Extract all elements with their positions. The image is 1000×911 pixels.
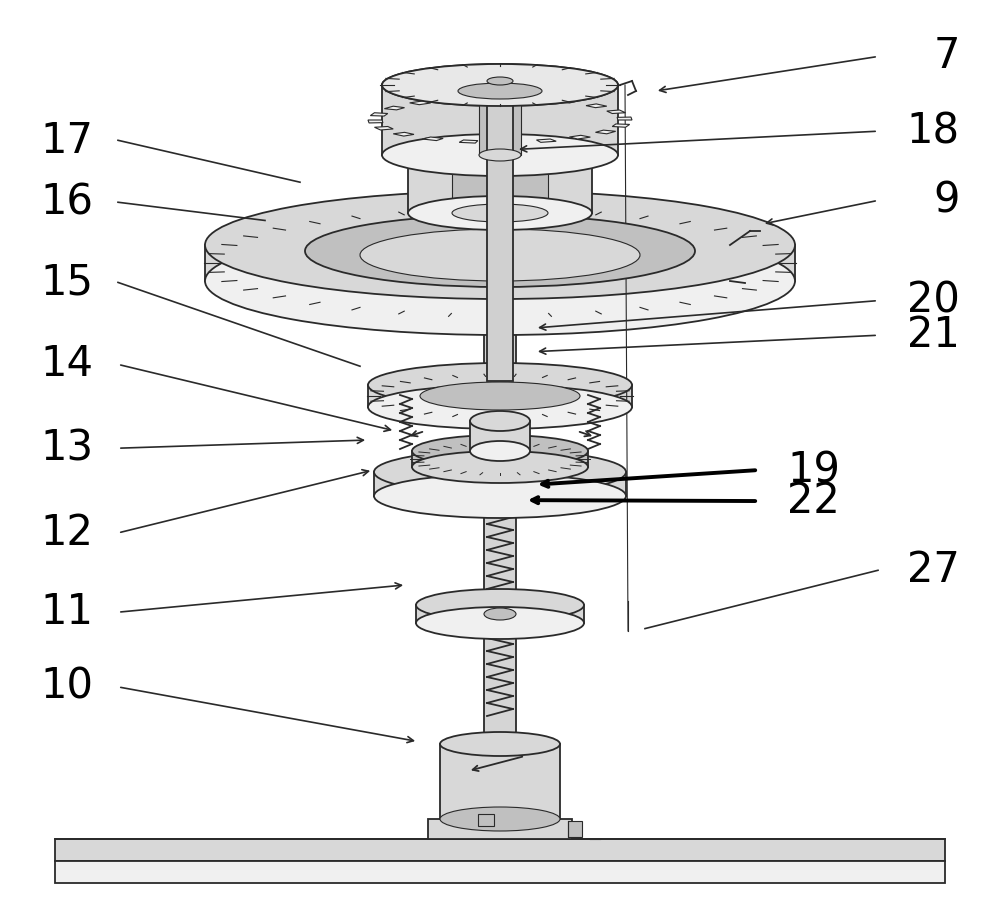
Polygon shape bbox=[569, 136, 590, 139]
Ellipse shape bbox=[470, 411, 530, 431]
Bar bbox=[487, 81, 513, 381]
Ellipse shape bbox=[360, 229, 640, 281]
Polygon shape bbox=[536, 139, 556, 142]
Ellipse shape bbox=[440, 732, 560, 756]
Ellipse shape bbox=[487, 77, 513, 85]
Bar bbox=[205, 245, 795, 281]
Ellipse shape bbox=[205, 227, 795, 335]
Ellipse shape bbox=[470, 441, 530, 461]
Ellipse shape bbox=[205, 191, 795, 299]
Ellipse shape bbox=[368, 385, 632, 429]
Ellipse shape bbox=[458, 83, 542, 99]
Bar bbox=[55, 839, 945, 861]
Polygon shape bbox=[483, 97, 500, 99]
Polygon shape bbox=[607, 110, 626, 114]
Ellipse shape bbox=[420, 382, 580, 410]
Polygon shape bbox=[522, 97, 541, 100]
Ellipse shape bbox=[374, 450, 626, 494]
Bar bbox=[55, 861, 945, 883]
Ellipse shape bbox=[374, 474, 626, 518]
Ellipse shape bbox=[484, 608, 516, 620]
Ellipse shape bbox=[408, 140, 592, 174]
Polygon shape bbox=[374, 127, 393, 130]
Bar bbox=[368, 385, 632, 407]
Bar bbox=[408, 157, 592, 213]
Text: 17: 17 bbox=[40, 120, 93, 162]
Bar bbox=[479, 85, 521, 155]
Bar bbox=[452, 157, 548, 213]
Bar bbox=[478, 814, 494, 826]
Polygon shape bbox=[557, 99, 578, 103]
Text: 14: 14 bbox=[40, 343, 93, 385]
Ellipse shape bbox=[416, 607, 584, 639]
Ellipse shape bbox=[479, 149, 521, 161]
Polygon shape bbox=[612, 124, 630, 128]
Text: 9: 9 bbox=[934, 179, 960, 221]
Bar bbox=[428, 819, 572, 839]
Polygon shape bbox=[500, 141, 517, 144]
Bar bbox=[440, 744, 560, 819]
Text: 21: 21 bbox=[907, 314, 960, 356]
Ellipse shape bbox=[382, 64, 618, 106]
Bar bbox=[382, 85, 618, 155]
Text: 11: 11 bbox=[40, 591, 93, 633]
Bar bbox=[470, 421, 530, 451]
Polygon shape bbox=[595, 130, 616, 134]
Text: 22: 22 bbox=[787, 480, 840, 522]
Ellipse shape bbox=[412, 451, 588, 483]
Polygon shape bbox=[422, 137, 443, 140]
Bar bbox=[416, 605, 584, 623]
Ellipse shape bbox=[452, 148, 548, 166]
Text: 27: 27 bbox=[907, 549, 960, 591]
Ellipse shape bbox=[412, 435, 588, 467]
Bar bbox=[484, 271, 516, 741]
Text: 10: 10 bbox=[40, 666, 93, 708]
Text: 15: 15 bbox=[40, 261, 93, 303]
Ellipse shape bbox=[305, 215, 695, 287]
Ellipse shape bbox=[382, 134, 618, 176]
Polygon shape bbox=[459, 140, 478, 143]
Polygon shape bbox=[444, 97, 464, 101]
Polygon shape bbox=[370, 113, 388, 116]
Polygon shape bbox=[410, 101, 431, 105]
Ellipse shape bbox=[408, 196, 592, 230]
Ellipse shape bbox=[382, 64, 618, 106]
Polygon shape bbox=[617, 117, 632, 120]
Ellipse shape bbox=[440, 807, 560, 831]
Bar bbox=[412, 451, 588, 467]
Bar bbox=[568, 821, 582, 837]
Ellipse shape bbox=[416, 589, 584, 621]
Polygon shape bbox=[384, 107, 405, 110]
Text: 7: 7 bbox=[934, 36, 960, 77]
Text: 16: 16 bbox=[40, 181, 93, 223]
Text: 13: 13 bbox=[40, 427, 93, 469]
Polygon shape bbox=[586, 104, 607, 107]
Bar bbox=[374, 472, 626, 496]
Text: 12: 12 bbox=[40, 512, 93, 554]
Ellipse shape bbox=[368, 363, 632, 407]
Polygon shape bbox=[368, 120, 383, 123]
Text: 20: 20 bbox=[907, 280, 960, 322]
Polygon shape bbox=[393, 132, 414, 136]
Text: 19: 19 bbox=[787, 449, 840, 491]
Ellipse shape bbox=[452, 204, 548, 222]
Text: 18: 18 bbox=[907, 110, 960, 152]
